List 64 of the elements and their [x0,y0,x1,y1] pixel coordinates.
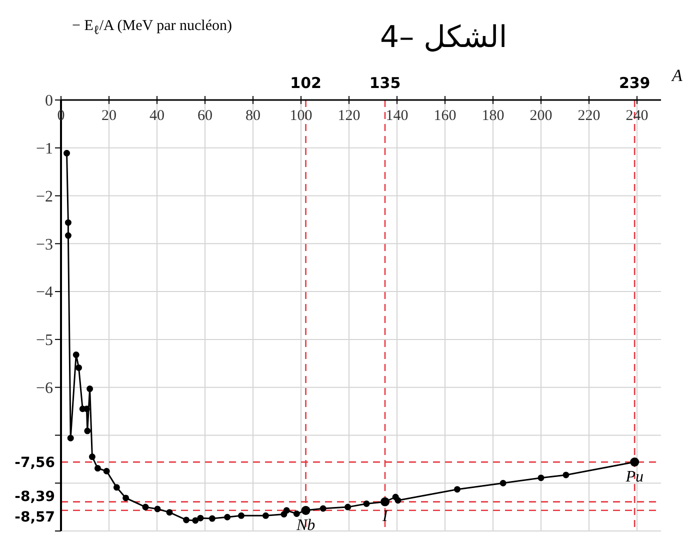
point [363,500,370,507]
x-tick-label: 100 [290,108,312,124]
x-tick-label: 60 [198,108,212,124]
x-tick-label: 220 [578,108,600,124]
annotation: I [381,508,388,526]
y-tick-label: −5 [36,332,53,350]
point [344,504,352,510]
chart-title: الشكل –4 [380,20,508,55]
y-tick-label: −3 [36,236,53,254]
y-tick-label: −6 [36,380,53,398]
point [320,505,326,512]
point [64,150,70,156]
point [64,232,72,239]
point [183,516,190,524]
y-tick-label: 0 [45,92,53,110]
point [197,514,204,522]
point [113,484,120,491]
point [67,434,74,442]
annotation: Pu [624,468,644,486]
point [94,465,101,472]
point [538,474,544,482]
point [72,352,80,358]
point [122,494,130,502]
point [293,510,300,518]
point [166,509,173,516]
ref-line-label: -8,39 [14,488,55,505]
ref-line-label: 239 [618,74,650,92]
ref-line-label: -8,57 [14,509,55,526]
point [142,504,149,510]
point [64,219,72,226]
point [283,507,290,514]
point [76,364,82,371]
point [103,468,110,474]
x-tick-label: 120 [338,108,360,124]
point [238,512,244,519]
point [84,428,91,434]
ref-line-label: 102 [290,74,322,92]
point [154,506,161,512]
x-tick-label: 140 [386,108,408,124]
x-tick-label: 160 [434,108,456,124]
x-tick-label: 80 [246,108,260,124]
x-tick-label: 240 [626,108,648,124]
point [192,517,199,524]
point [454,486,460,493]
point [208,515,216,522]
point [562,472,570,478]
point [224,514,231,520]
point [262,512,269,519]
x-tick-label: 200 [530,108,552,124]
ref-line-label: -7,56 [14,455,55,472]
point [500,480,506,486]
x-axis-title: A [672,66,682,86]
y-axis-title: − E$_{ℓ}$/A (MeV par nucléon) [72,18,232,38]
ref-line-label: 135 [369,74,401,92]
annotation: Nb [295,516,316,533]
x-tick-label: 180 [482,108,504,124]
point [394,497,402,504]
x-tick-label: 40 [150,108,164,124]
y-tick-label: −4 [36,284,53,302]
point [86,386,94,392]
x-tick-label: 20 [102,108,116,124]
y-tick-label: −1 [36,140,53,158]
point [88,454,96,460]
y-tick-label: −2 [36,188,53,206]
